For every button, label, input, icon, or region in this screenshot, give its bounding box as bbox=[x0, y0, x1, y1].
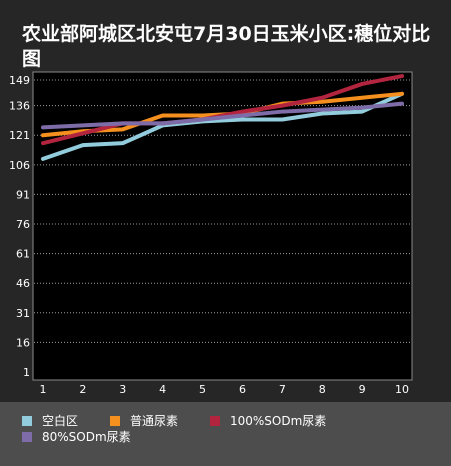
legend-swatch bbox=[22, 431, 32, 442]
x-tick-label: 3 bbox=[119, 383, 126, 396]
y-tick-label: 149 bbox=[9, 74, 30, 87]
line-chart: 1 16 31 46 61 76 91 106 121 136 149 1 2 3 4 5 6 7 8 9 10 bbox=[9, 71, 413, 396]
legend-swatch bbox=[210, 415, 220, 426]
y-tick-label: 106 bbox=[9, 159, 30, 172]
legend-item: 80%SODm尿素 bbox=[22, 428, 131, 445]
x-tick-label: 1 bbox=[40, 383, 47, 396]
y-tick-label: 1 bbox=[23, 366, 30, 379]
series-line-4 bbox=[41, 101, 404, 130]
series-lines bbox=[41, 74, 404, 161]
chart-title: 农业部阿城区北安屯7月30日玉米小区:穗位对比图 bbox=[22, 23, 431, 70]
x-tick-label: 4 bbox=[159, 383, 166, 396]
x-tick-label: 2 bbox=[79, 383, 86, 396]
legend-item: 100%SODm尿素 bbox=[210, 412, 326, 429]
y-tick-label: 31 bbox=[16, 307, 30, 320]
x-tick-label: 7 bbox=[279, 383, 286, 396]
y-axis-ticks: 1 16 31 46 61 76 91 106 121 136 149 bbox=[9, 74, 30, 379]
y-tick-label: 121 bbox=[9, 129, 30, 142]
legend-swatch bbox=[110, 415, 120, 426]
y-tick-label: 61 bbox=[16, 248, 30, 261]
legend-swatch bbox=[22, 415, 32, 426]
x-tick-label: 10 bbox=[395, 383, 409, 396]
legend-item: 普通尿素 bbox=[110, 412, 178, 429]
legend-label: 空白区 bbox=[42, 414, 79, 428]
legend-label: 普通尿素 bbox=[130, 414, 179, 428]
y-tick-label: 91 bbox=[16, 188, 30, 201]
y-tick-label: 76 bbox=[16, 218, 30, 231]
series-line-1 bbox=[41, 91, 404, 161]
y-tick-label: 16 bbox=[16, 336, 30, 349]
x-tick-label: 6 bbox=[239, 383, 246, 396]
legend-item: 空白区 bbox=[22, 412, 78, 429]
y-tick-label: 136 bbox=[9, 100, 30, 113]
x-tick-label: 9 bbox=[359, 383, 366, 396]
x-tick-label: 8 bbox=[319, 383, 326, 396]
legend-label: 100%SODm尿素 bbox=[230, 414, 327, 428]
legend: 空白区 普通尿素 100%SODm尿素 80%SODm尿素 bbox=[0, 402, 451, 466]
x-axis-ticks: 1 2 3 4 5 6 7 8 9 10 bbox=[40, 383, 410, 396]
legend-label: 80%SODm尿素 bbox=[42, 430, 131, 444]
x-tick-label: 5 bbox=[199, 383, 206, 396]
y-tick-label: 46 bbox=[16, 277, 30, 290]
